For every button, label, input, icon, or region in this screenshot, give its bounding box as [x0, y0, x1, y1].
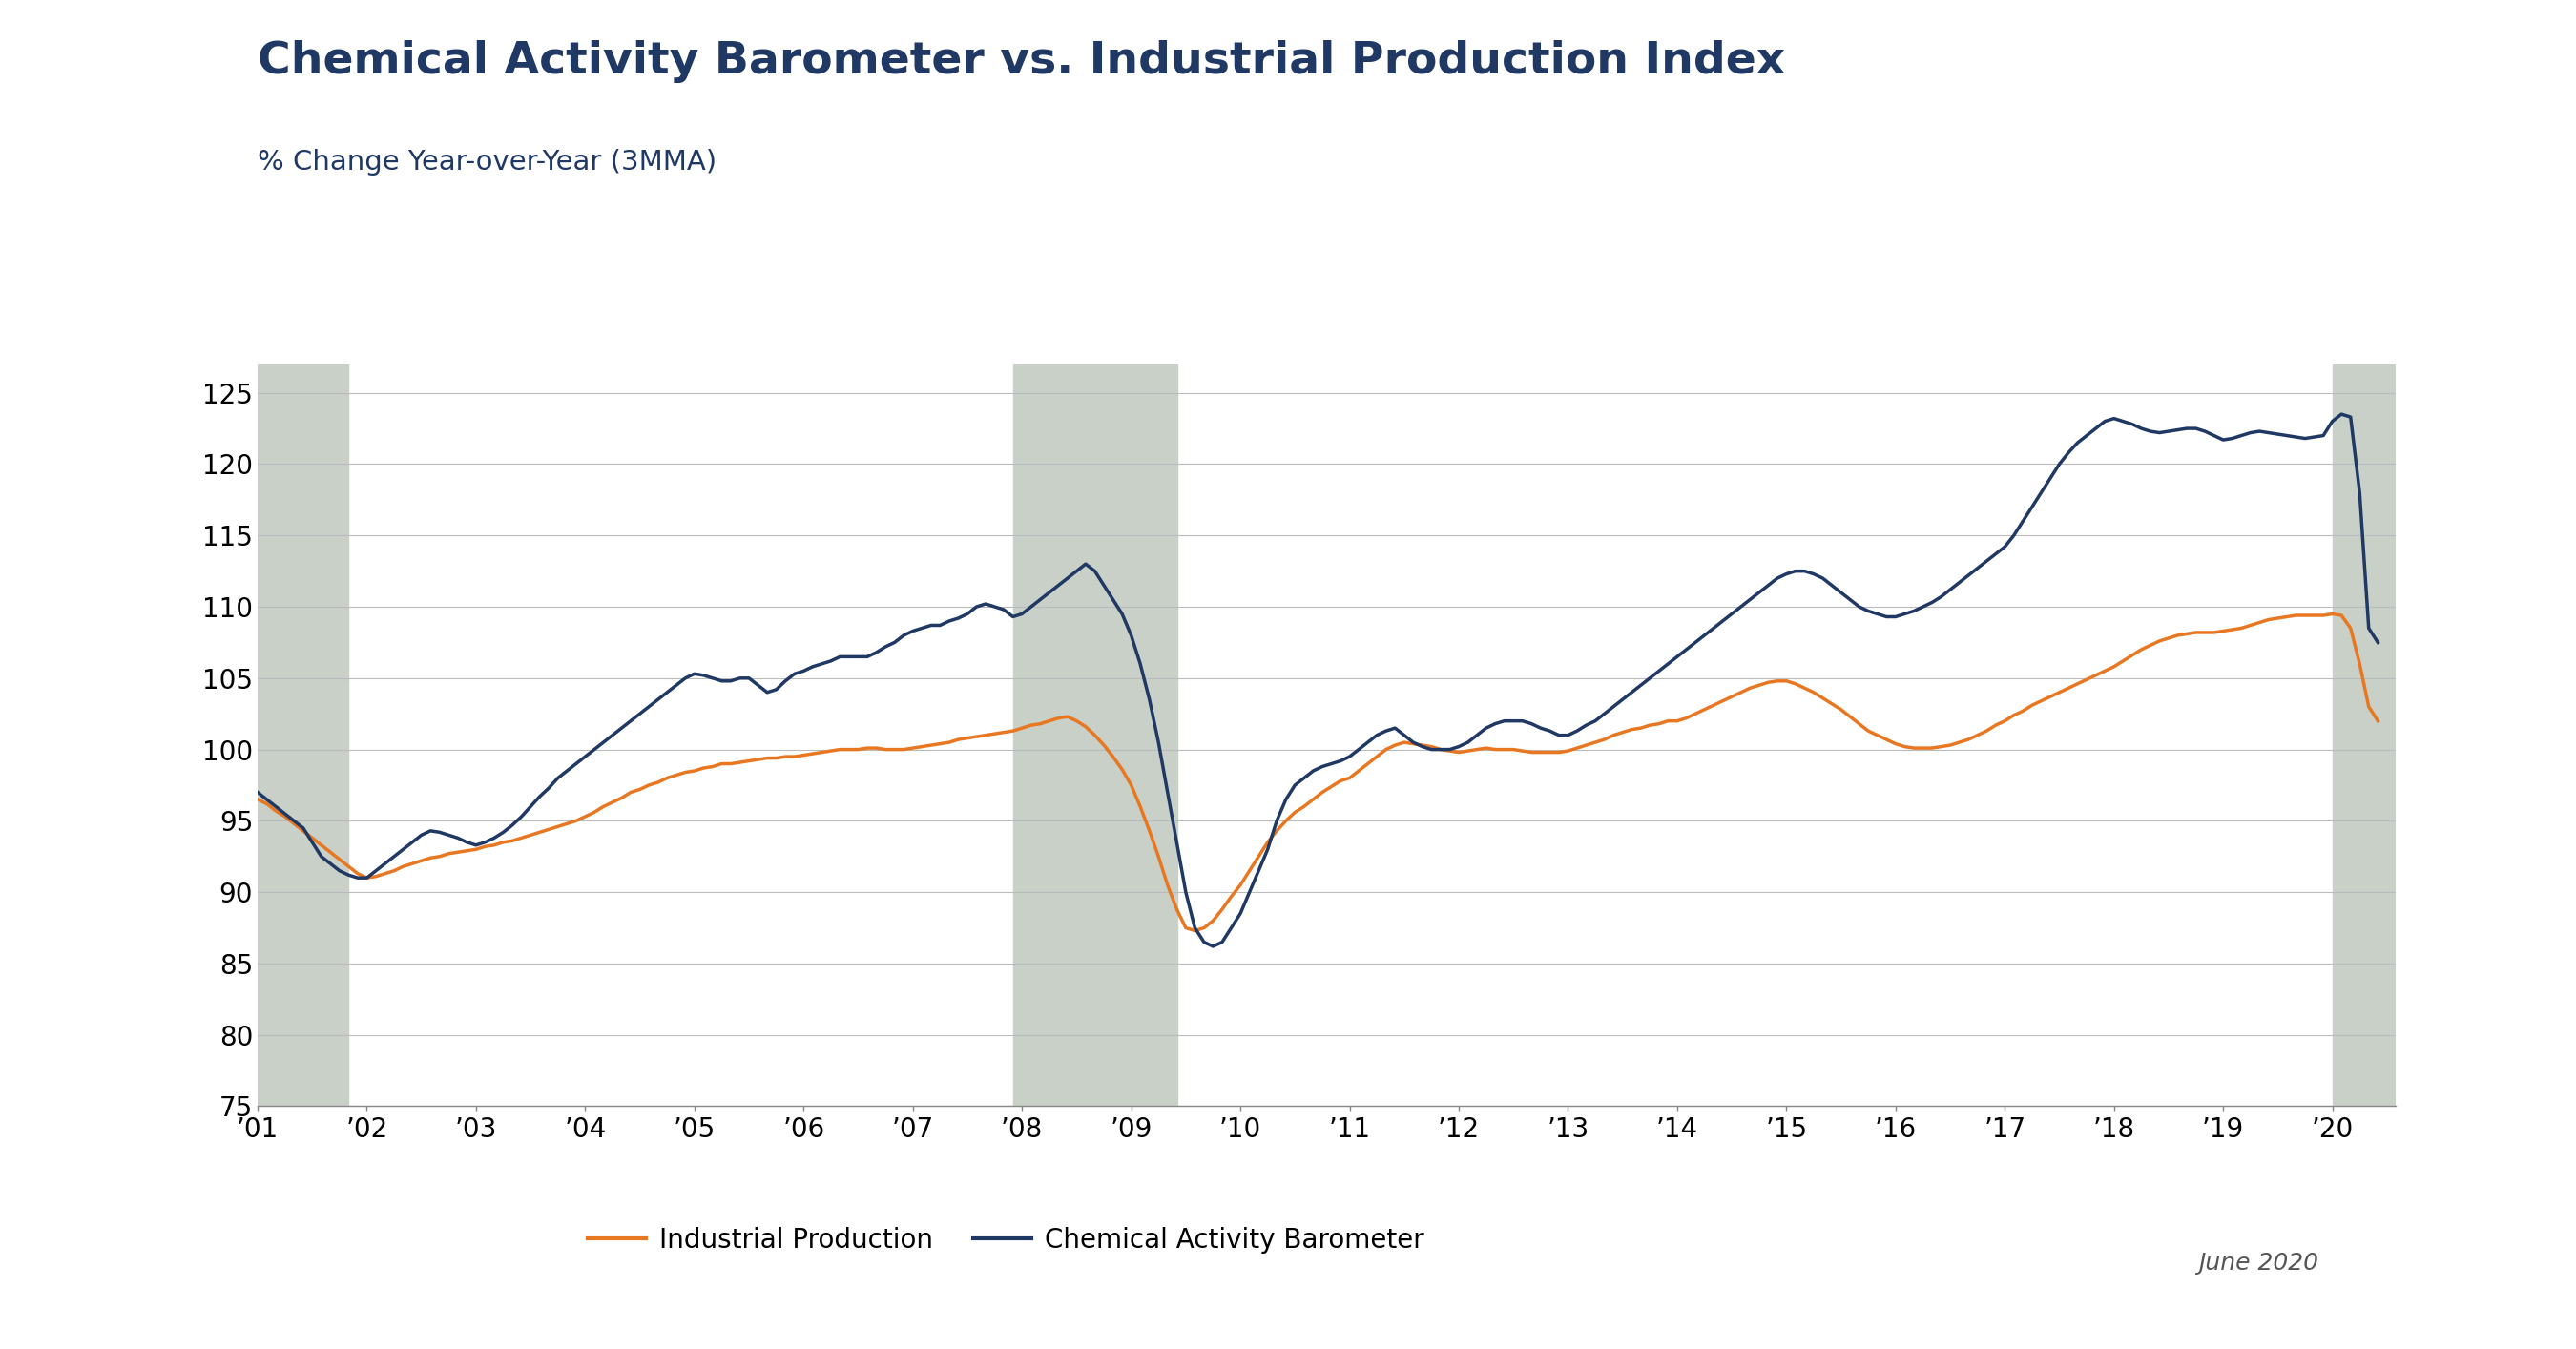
Text: June 2020: June 2020: [2197, 1252, 2318, 1275]
Bar: [2331, 364, 2396, 1106]
Bar: [1012, 364, 1177, 1106]
Text: Chemical Activity Barometer vs. Industrial Production Index: Chemical Activity Barometer vs. Industri…: [258, 40, 1785, 84]
Legend: Industrial Production, Chemical Activity Barometer: Industrial Production, Chemical Activity…: [577, 1215, 1435, 1264]
Text: % Change Year-over-Year (3MMA): % Change Year-over-Year (3MMA): [258, 148, 716, 175]
Bar: [258, 364, 348, 1106]
